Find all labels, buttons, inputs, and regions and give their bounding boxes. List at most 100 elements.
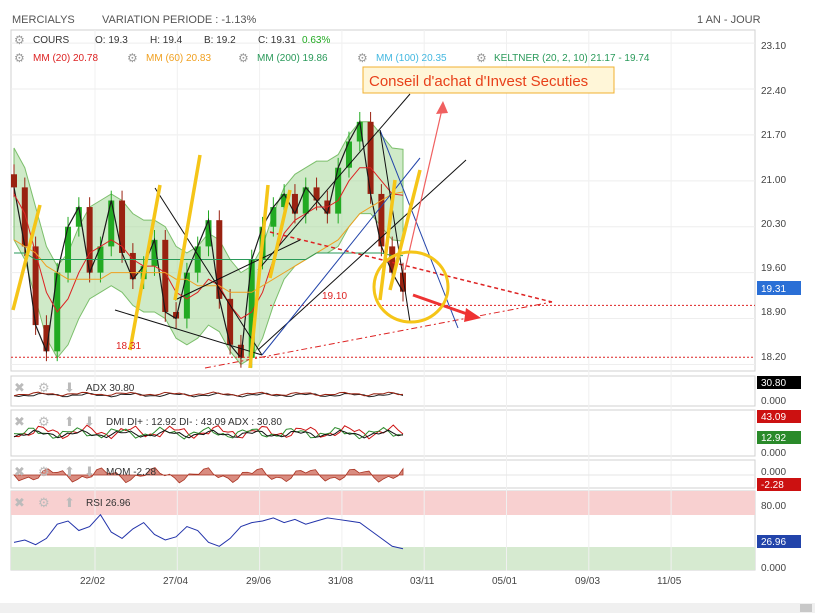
candle-body	[302, 187, 309, 214]
mom-badge	[757, 478, 801, 491]
candle-body	[43, 325, 50, 352]
keltner-label: KELTNER (20, 2, 10) 21.17 - 19.74	[494, 53, 650, 64]
rsi-overbought-zone	[11, 491, 755, 515]
dmi-controls: ✖ ⚙ ⬆ ⬇	[14, 414, 95, 429]
yellow-mark	[173, 154, 202, 301]
x-tick: 11/05	[657, 576, 682, 587]
yellow-mark	[268, 189, 292, 279]
uptrend-dashdot-line	[204, 301, 553, 369]
price-tick: 19.60	[761, 263, 786, 274]
dmi-zero-tick: 0.000	[761, 448, 786, 459]
candle-body	[270, 207, 277, 227]
indicator-lines	[11, 391, 755, 550]
candle-body	[205, 220, 212, 247]
mom-badge-text: -2.28	[761, 480, 784, 491]
black-trend-line	[379, 129, 411, 323]
price-badge-text: 19.31	[761, 284, 786, 295]
gear-icon[interactable]: ⚙	[38, 380, 50, 395]
yellow-mark	[248, 184, 270, 369]
ma-line	[14, 252, 403, 261]
candle-body	[345, 141, 352, 168]
close-icon[interactable]: ✖	[14, 495, 25, 510]
horizontal-scrollbar[interactable]	[0, 603, 815, 613]
yellow-mark	[388, 169, 422, 291]
gear-icon[interactable]: ⚙	[14, 51, 25, 65]
gear-icon[interactable]: ⚙	[127, 51, 138, 65]
candle-body	[237, 344, 244, 358]
ma-line	[13, 167, 404, 320]
x-axis: 22/02 27/04 29/06 31/08 03/11 05/01 09/0…	[80, 576, 682, 587]
scrollbar-thumb[interactable]	[800, 604, 812, 612]
moving-averages	[13, 119, 404, 360]
gear-icon[interactable]: ⚙	[38, 414, 50, 429]
candle-body	[248, 259, 255, 358]
mm100-label: MM (100) 20.35	[376, 53, 447, 64]
arrow-down-icon[interactable]: ⬇	[84, 464, 95, 479]
gear-icon[interactable]: ⚙	[238, 51, 249, 65]
price-tick: 21.00	[761, 175, 786, 186]
yellow-mark	[11, 204, 42, 311]
rsi-controls: ✖ ⚙ ⬆	[14, 495, 75, 510]
adx-controls: ✖ ⚙ ⬇	[14, 380, 75, 395]
candle-body	[227, 298, 234, 345]
period-selector[interactable]: 1 AN - JOUR	[697, 14, 761, 26]
rsi-badge-text: 26.96	[761, 537, 786, 548]
yellow-mark	[128, 184, 162, 351]
gear-icon[interactable]: ⚙	[38, 464, 50, 479]
cours-label: COURS	[33, 35, 69, 46]
gear-icon[interactable]: ⚙	[357, 51, 368, 65]
variation-text: VARIATION PERIODE : -1.13%	[102, 14, 256, 26]
arrow-up-icon[interactable]: ⬆	[64, 414, 75, 429]
x-tick: 22/02	[80, 576, 105, 587]
mm20-label: MM (20) 20.78	[33, 53, 98, 64]
close-icon[interactable]: ✖	[14, 414, 25, 429]
dmi-badge-green-text: 12.92	[761, 433, 786, 444]
cours-low: B: 19.2	[204, 35, 236, 46]
adx-panel	[10, 375, 756, 407]
arrow-up-icon[interactable]: ⬆	[64, 464, 75, 479]
blue-trend-line	[379, 129, 459, 329]
channel-lower-line	[257, 159, 467, 351]
cours-close: C: 19.31	[258, 35, 296, 46]
dmi-adx-line	[13, 429, 404, 439]
candle-body	[119, 200, 126, 253]
gear-icon[interactable]: ⚙	[38, 495, 50, 510]
adx-zero-tick: 0.000	[761, 396, 786, 407]
candle-body	[389, 246, 396, 273]
candle-body	[378, 193, 385, 247]
arrow-up-icon[interactable]: ⬆	[64, 495, 75, 510]
candle-body	[162, 239, 169, 312]
wedge-line	[174, 239, 301, 301]
rsi-label: RSI 26.96	[86, 498, 131, 509]
adx-badge-text: 30.80	[761, 378, 786, 389]
price-tick: 23.10	[761, 41, 786, 52]
mm60-label: MM (60) 20.83	[146, 53, 211, 64]
close-icon[interactable]: ✖	[14, 464, 25, 479]
x-tick: 09/03	[575, 576, 600, 587]
cours-open: O: 19.3	[95, 35, 128, 46]
channel-upper-line	[257, 93, 411, 271]
gear-icon[interactable]: ⚙	[476, 51, 487, 65]
x-tick: 27/04	[163, 576, 188, 587]
candle-body	[75, 207, 82, 227]
x-tick: 31/08	[328, 576, 353, 587]
x-tick: 03/11	[410, 576, 435, 587]
highlight-circle	[372, 250, 450, 324]
close-icon[interactable]: ✖	[14, 380, 25, 395]
support-level-label: 18.31	[116, 341, 141, 352]
dmi-minus-line	[13, 426, 404, 440]
candle-body	[367, 121, 374, 194]
adx-line	[13, 391, 404, 397]
x-tick: 05/01	[492, 576, 517, 587]
resistance-level-label: 19.10	[322, 291, 347, 302]
price-tick: 20.30	[761, 219, 786, 230]
gear-icon[interactable]: ⚙	[14, 33, 25, 47]
adx-label: ADX 30.80	[86, 383, 135, 394]
mom-panel	[10, 459, 756, 489]
mom-zero-tick: 0.000	[761, 467, 786, 478]
arrow-down-icon[interactable]: ⬇	[64, 380, 75, 395]
price-tick: 18.20	[761, 352, 786, 363]
arrow-down-icon[interactable]: ⬇	[84, 414, 95, 429]
